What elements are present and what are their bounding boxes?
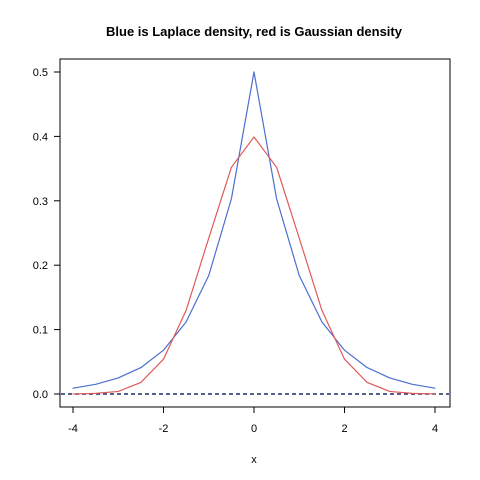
series-layer (72, 71, 436, 395)
y-tick-label: 0.5 (33, 67, 48, 79)
series-line-0 (72, 71, 436, 389)
x-tick-label: -4 (68, 423, 78, 435)
y-axis: 0.0 0.1 0.2 0.3 0.4 0.5 (33, 67, 61, 401)
plot-frame (59, 58, 451, 408)
y-tick-label: 0.0 (33, 389, 48, 401)
x-axis-label: x (251, 454, 257, 466)
chart-title: Blue is Laplace density, red is Gaussian… (106, 24, 403, 39)
y-tick-label: 0.2 (33, 260, 48, 272)
x-tick-label: 4 (432, 423, 438, 435)
x-axis: -4 -2 0 2 4 (68, 406, 438, 435)
x-tick-label: -2 (159, 423, 169, 435)
y-tick-label: 0.4 (33, 131, 48, 143)
y-tick-label: 0.1 (33, 325, 48, 337)
series-line-1 (72, 136, 436, 395)
x-tick-label: 2 (341, 423, 347, 435)
y-tick-label: 0.3 (33, 196, 48, 208)
x-tick-label: 0 (251, 423, 257, 435)
